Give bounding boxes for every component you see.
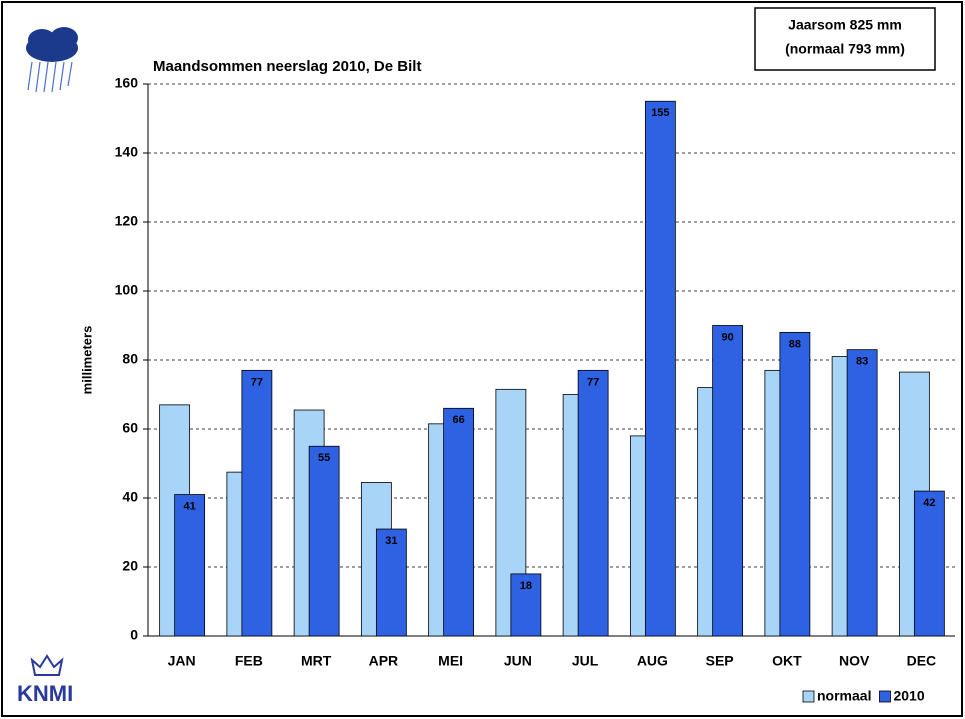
- bar: [375, 528, 407, 637]
- data-label: 18: [520, 580, 532, 592]
- legend-label: normaal: [817, 688, 871, 704]
- data-label: 90: [722, 331, 734, 343]
- bar: [913, 490, 945, 637]
- y-tick-label: 120: [115, 213, 139, 229]
- chart-title: Maandsommen neerslag 2010, De Bilt: [153, 58, 421, 75]
- data-label: 55: [318, 452, 330, 464]
- data-label: 83: [856, 356, 868, 368]
- bar: [846, 349, 878, 637]
- x-tick-label: JUN: [504, 653, 532, 669]
- legend-swatch: [802, 690, 815, 703]
- x-tick-label: JAN: [168, 653, 196, 669]
- logo: KNMI: [17, 681, 73, 706]
- x-tick-label: MEI: [438, 653, 463, 669]
- x-tick-label: SEP: [706, 653, 734, 669]
- annotation: Jaarsom 825 mm: [788, 17, 902, 33]
- y-tick-label: 40: [122, 489, 138, 505]
- y-tick-label: 100: [115, 282, 139, 298]
- bar: [241, 369, 273, 637]
- data-label: 155: [651, 107, 669, 119]
- data-label: 77: [587, 376, 599, 388]
- data-label: 77: [251, 376, 263, 388]
- bar: [644, 100, 676, 637]
- rain-cloud-icon: [26, 27, 78, 93]
- bar: [779, 331, 811, 637]
- x-tick-label: JUL: [572, 653, 599, 669]
- legend-swatch: [879, 690, 891, 703]
- data-label: 88: [789, 338, 801, 350]
- data-label: 42: [923, 497, 935, 509]
- y-tick-label: 80: [122, 351, 138, 367]
- y-tick-label: 60: [122, 420, 138, 436]
- x-tick-label: FEB: [235, 653, 263, 669]
- data-label: 66: [453, 414, 465, 426]
- legend-label: 2010: [893, 688, 924, 704]
- bar: [712, 325, 744, 637]
- bar: [577, 369, 609, 637]
- y-tick-label: 160: [115, 75, 139, 91]
- data-label: 41: [184, 500, 196, 512]
- y-tick-label: 20: [122, 558, 138, 574]
- bar: [308, 445, 340, 637]
- x-tick-label: DEC: [907, 653, 937, 669]
- knmi-crown: [30, 654, 64, 676]
- y-tick-label: 0: [130, 627, 138, 643]
- x-tick-label: AUG: [637, 653, 668, 669]
- bar: [510, 573, 542, 637]
- y-axis-label: millimeters: [79, 326, 94, 395]
- x-tick-label: MRT: [301, 653, 332, 669]
- annotation-box: [754, 7, 936, 71]
- data-label: 31: [385, 535, 397, 547]
- bar: [443, 407, 475, 637]
- x-tick-label: NOV: [839, 653, 870, 669]
- x-tick-label: APR: [369, 653, 399, 669]
- annotation: (normaal 793 mm): [785, 41, 905, 57]
- bar: [174, 494, 206, 637]
- x-tick-label: OKT: [772, 653, 802, 669]
- y-tick-label: 140: [115, 144, 139, 160]
